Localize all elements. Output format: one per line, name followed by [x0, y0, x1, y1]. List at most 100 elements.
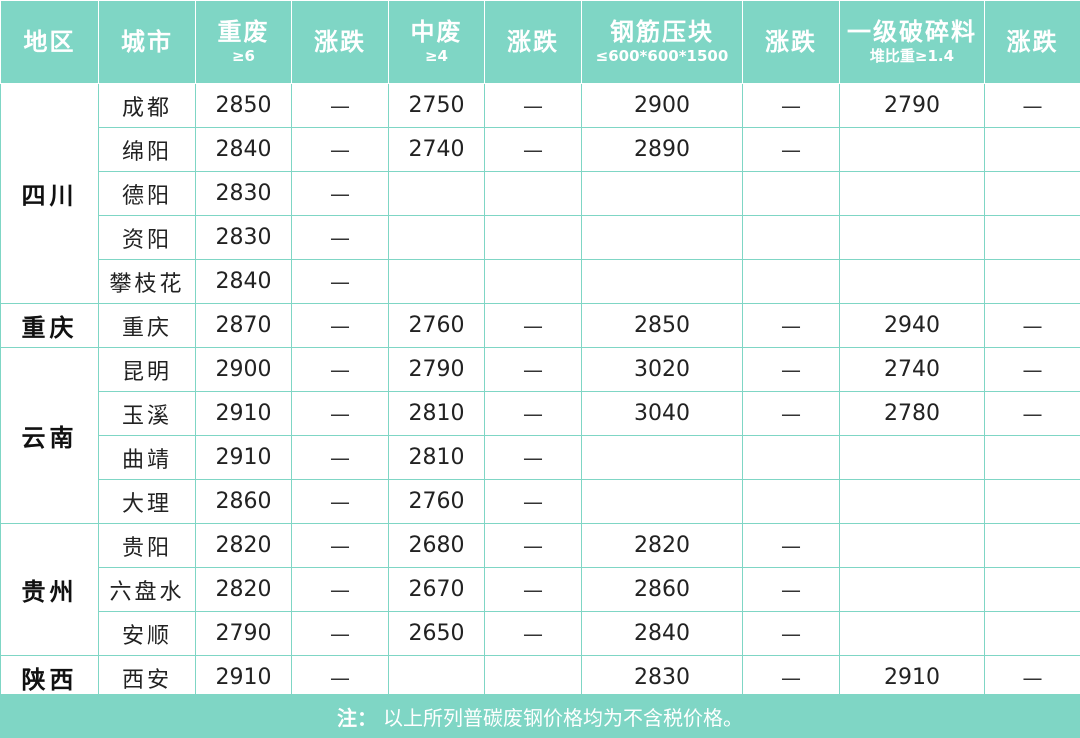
header-subtitle: 堆比重≥1.4: [869, 47, 955, 65]
change-cell: —: [742, 655, 840, 700]
change-cell: —: [984, 391, 1080, 436]
change-cell: —: [484, 611, 582, 656]
region-cell: 四川: [0, 83, 99, 304]
change-cell: [742, 479, 840, 524]
price-cell: 2900: [195, 347, 292, 392]
price-cell: 3020: [581, 347, 743, 392]
header-cell: 钢筋压块 ≤600*600*1500: [581, 0, 743, 84]
price-cell: [839, 171, 985, 216]
change-cell: —: [742, 391, 840, 436]
price-cell: 2910: [195, 655, 292, 700]
header-cell: 一级破碎料 堆比重≥1.4: [839, 0, 985, 84]
price-cell: [839, 435, 985, 480]
header-cell: 涨跌: [742, 0, 840, 84]
header-subtitle: ≥6: [231, 47, 255, 65]
table-row: 重庆 重庆 2870—2760—2850—2940—: [0, 303, 1080, 348]
change-cell: —: [484, 391, 582, 436]
change-cell: [484, 259, 582, 304]
header-title: 涨跌: [314, 28, 366, 56]
city-cell: 曲靖: [98, 435, 196, 480]
price-cell: 2820: [581, 523, 743, 568]
table-row: 玉溪 2910—2810—3040—2780—: [1, 391, 1080, 436]
change-cell: —: [742, 567, 840, 612]
change-cell: [984, 567, 1080, 612]
table-row: 资阳 2830—: [1, 215, 1080, 260]
city-cell: 安顺: [98, 611, 196, 656]
price-cell: [839, 523, 985, 568]
price-cell: 2670: [388, 567, 485, 612]
change-cell: —: [291, 171, 389, 216]
change-cell: [984, 523, 1080, 568]
city-cell: 六盘水: [98, 567, 196, 612]
price-cell: [581, 479, 743, 524]
table-row: 安顺 2790—2650—2840—: [1, 611, 1080, 656]
table-row: 云南 昆明 2900—2790—3020—2740—: [0, 347, 1080, 524]
change-cell: —: [484, 303, 582, 348]
price-cell: 2830: [581, 655, 743, 700]
price-cell: 2900: [581, 83, 743, 128]
header-title: 中废: [410, 18, 463, 46]
change-cell: —: [484, 347, 582, 392]
table-body: 四川 成都 2850—2750—2900—2790— 绵阳 2840—2740—2890…: [0, 83, 1080, 700]
change-cell: [984, 171, 1080, 216]
table-row: 大理 2860—2760—: [1, 479, 1080, 524]
header-title: 重废: [217, 18, 270, 46]
region-cell: 重庆: [0, 303, 99, 348]
price-cell: 2680: [388, 523, 485, 568]
price-cell: 2910: [195, 435, 292, 480]
change-cell: —: [742, 347, 840, 392]
table-row: 四川 成都 2850—2750—2900—2790—: [0, 83, 1080, 304]
price-cell: 2760: [388, 303, 485, 348]
price-cell: 2810: [388, 435, 485, 480]
change-cell: —: [484, 435, 582, 480]
price-cell: 2650: [388, 611, 485, 656]
change-cell: —: [484, 567, 582, 612]
change-cell: —: [291, 215, 389, 260]
change-cell: [742, 171, 840, 216]
price-cell: 2910: [839, 655, 985, 700]
change-cell: [984, 479, 1080, 524]
change-cell: —: [291, 611, 389, 656]
price-cell: 3040: [581, 391, 743, 436]
footer-note-label: 注：: [337, 705, 377, 730]
change-cell: [984, 611, 1080, 656]
table-row: 绵阳 2840—2740—2890—: [1, 127, 1080, 172]
header-cell: 涨跌: [984, 0, 1080, 84]
header-cell: 中废 ≥4: [388, 0, 485, 84]
price-cell: 2840: [195, 127, 292, 172]
table-row: 六盘水 2820—2670—2860—: [1, 567, 1080, 612]
header-subtitle: ≥4: [424, 47, 448, 65]
price-cell: 2830: [195, 215, 292, 260]
header-title: 涨跌: [1006, 28, 1059, 56]
price-cell: [839, 127, 985, 172]
change-cell: [742, 435, 840, 480]
header-title: 涨跌: [765, 28, 817, 56]
change-cell: [984, 259, 1080, 304]
price-cell: [839, 215, 985, 260]
change-cell: —: [742, 303, 840, 348]
price-cell: 2870: [195, 303, 292, 348]
table-row: 攀枝花 2840—: [1, 259, 1080, 304]
price-cell: 2810: [388, 391, 485, 436]
city-cell: 玉溪: [98, 391, 196, 436]
price-cell: [581, 435, 743, 480]
change-cell: —: [484, 479, 582, 524]
price-cell: 2740: [388, 127, 485, 172]
price-cell: 2750: [388, 83, 485, 128]
city-cell: 资阳: [98, 215, 196, 260]
price-cell: 2790: [195, 611, 292, 656]
table-row: 德阳 2830—: [1, 171, 1080, 216]
price-cell: 2790: [388, 347, 485, 392]
price-cell: 2840: [195, 259, 292, 304]
change-cell: —: [291, 347, 389, 392]
change-cell: —: [984, 655, 1080, 700]
header-title: 涨跌: [507, 28, 559, 56]
table-header-row: 地区 城市 重废 ≥6 涨跌 中废 ≥4 涨跌 钢筋压块 ≤600*600*1500 涨跌 一级破碎料…: [0, 0, 1080, 84]
price-cell: [388, 171, 485, 216]
change-cell: —: [984, 83, 1080, 128]
footer-note: 注： 以上所列普碳废钢价格均为不含税价格。: [0, 694, 1080, 738]
city-cell: 攀枝花: [98, 259, 196, 304]
change-cell: —: [742, 83, 840, 128]
price-cell: 2790: [839, 83, 985, 128]
table-row: 贵州 贵阳 2820—2680—2820—: [0, 523, 1080, 656]
